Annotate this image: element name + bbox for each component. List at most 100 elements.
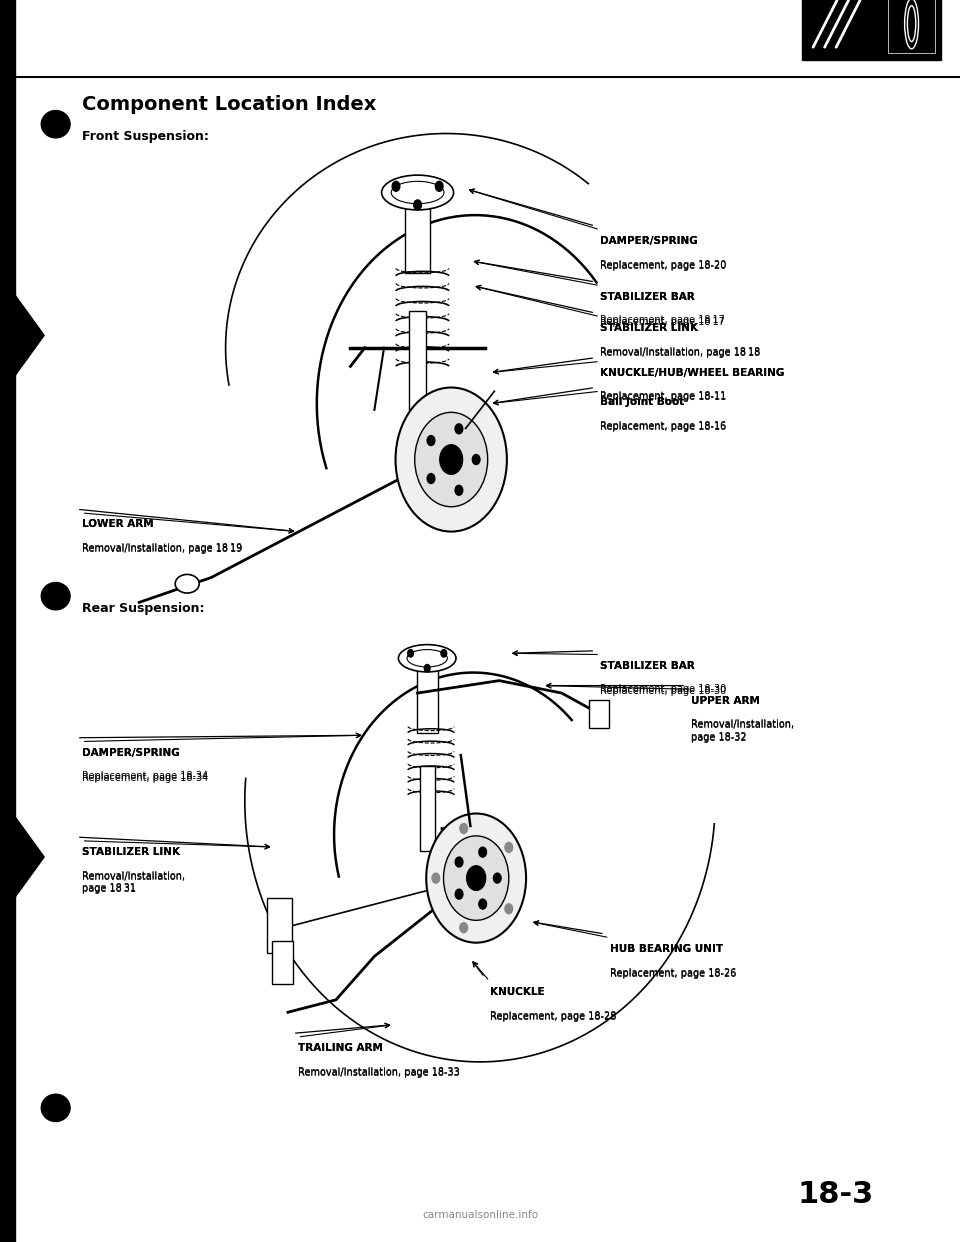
Ellipse shape (41, 111, 70, 138)
FancyBboxPatch shape (420, 766, 435, 851)
Ellipse shape (392, 181, 444, 204)
Circle shape (493, 873, 501, 883)
Text: DAMPER/SPRING: DAMPER/SPRING (600, 236, 698, 246)
Text: Replacement, page 18-30: Replacement, page 18-30 (600, 684, 727, 694)
Polygon shape (15, 817, 44, 897)
Bar (0, 0, 15, 1242)
Circle shape (444, 836, 509, 920)
Ellipse shape (41, 582, 70, 610)
Text: Removal/Installation, page 18-33: Removal/Installation, page 18-33 (298, 1067, 459, 1077)
Text: Ball Joint Boot: Ball Joint Boot (600, 397, 684, 407)
Circle shape (396, 388, 507, 532)
Ellipse shape (382, 175, 454, 210)
Text: TRAILING ARM: TRAILING ARM (298, 1043, 382, 1053)
Text: Removal/Installation,
page 18 31: Removal/Installation, page 18 31 (82, 871, 184, 893)
Text: Replacement, page 18-26: Replacement, page 18-26 (610, 969, 736, 979)
Ellipse shape (41, 1094, 70, 1122)
Circle shape (467, 866, 486, 891)
Bar (888, 0, 935, 53)
Circle shape (392, 181, 399, 191)
Text: KNUCKLE/HUB/WHEEL BEARING: KNUCKLE/HUB/WHEEL BEARING (600, 368, 784, 378)
Text: STABILIZER BAR: STABILIZER BAR (600, 661, 695, 671)
Text: 18-3: 18-3 (797, 1180, 874, 1210)
Text: Replacement, page 18-16: Replacement, page 18-16 (600, 421, 727, 431)
Text: KNUCKLE/HUB/WHEEL BEARING: KNUCKLE/HUB/WHEEL BEARING (600, 368, 784, 378)
FancyBboxPatch shape (267, 898, 292, 953)
FancyBboxPatch shape (272, 941, 293, 984)
Text: HUB BEARING UNIT: HUB BEARING UNIT (610, 944, 723, 954)
Text: STABILIZER LINK: STABILIZER LINK (600, 323, 698, 333)
Text: Replacement, page 18 17: Replacement, page 18 17 (600, 315, 725, 325)
Text: Front Suspension:: Front Suspension: (82, 130, 208, 143)
Text: Removal/Installation,
page 18-32: Removal/Installation, page 18-32 (691, 720, 794, 743)
Text: Removal/Installation, page 18 19: Removal/Installation, page 18 19 (82, 544, 242, 554)
Text: Replacement, page 18-28: Replacement, page 18-28 (490, 1012, 616, 1022)
Circle shape (424, 664, 430, 672)
Text: LOWER ARM: LOWER ARM (82, 519, 154, 529)
Text: Replacement, page 18-11: Replacement, page 18-11 (600, 391, 727, 401)
Text: UPPER ARM: UPPER ARM (691, 696, 760, 705)
Circle shape (440, 445, 463, 474)
Text: Ball Joint Boot: Ball Joint Boot (600, 397, 684, 407)
Text: KNUCKLE: KNUCKLE (490, 987, 544, 997)
FancyBboxPatch shape (417, 661, 438, 733)
Text: DAMPER/SPRING: DAMPER/SPRING (82, 748, 180, 758)
Text: Replacement, page 18-34: Replacement, page 18-34 (82, 771, 208, 781)
Ellipse shape (407, 650, 447, 667)
Text: HUB BEARING UNIT: HUB BEARING UNIT (610, 944, 723, 954)
Text: Removal/Installation, page 18-33: Removal/Installation, page 18-33 (298, 1068, 459, 1078)
Text: STABILIZER BAR: STABILIZER BAR (600, 661, 695, 671)
Circle shape (455, 424, 463, 433)
Text: Component Location Index: Component Location Index (82, 94, 376, 114)
Text: Rear Suspension:: Rear Suspension: (82, 602, 204, 615)
Circle shape (479, 847, 487, 857)
FancyBboxPatch shape (405, 193, 430, 273)
Text: STABILIZER BAR: STABILIZER BAR (600, 292, 695, 302)
Text: Replacement, page 18-11: Replacement, page 18-11 (600, 392, 727, 402)
Text: STABILIZER LINK: STABILIZER LINK (82, 847, 180, 857)
Circle shape (455, 889, 463, 899)
Text: Removal/Installation, page 18 18: Removal/Installation, page 18 18 (600, 347, 760, 356)
Text: DAMPER/SPRING: DAMPER/SPRING (600, 236, 698, 246)
Circle shape (436, 181, 444, 191)
Polygon shape (442, 820, 509, 919)
Circle shape (427, 473, 435, 483)
Circle shape (441, 650, 446, 657)
Circle shape (505, 904, 513, 914)
Text: Replacement, page 18-26: Replacement, page 18-26 (610, 968, 736, 977)
Circle shape (415, 412, 488, 507)
Ellipse shape (176, 574, 200, 594)
Text: KNUCKLE: KNUCKLE (490, 987, 544, 997)
Circle shape (414, 200, 421, 210)
Circle shape (427, 436, 435, 446)
Text: STABILIZER LINK: STABILIZER LINK (600, 323, 698, 333)
Text: Replacement, page 18-16: Replacement, page 18-16 (600, 422, 727, 432)
Circle shape (479, 899, 487, 909)
Text: Replacement, page 18-34: Replacement, page 18-34 (82, 773, 208, 782)
Text: Replacement, page 18-30: Replacement, page 18-30 (600, 686, 727, 696)
Circle shape (460, 823, 468, 833)
Circle shape (455, 857, 463, 867)
Text: DAMPER/SPRING: DAMPER/SPRING (82, 748, 180, 758)
Bar (802, 0, 941, 60)
Text: STABILIZER LINK: STABILIZER LINK (82, 847, 180, 857)
Text: STABILIZER BAR: STABILIZER BAR (600, 292, 695, 302)
Circle shape (408, 650, 414, 657)
Text: Removal/Installation, page 18 18: Removal/Installation, page 18 18 (600, 348, 760, 358)
Text: carmanualsonline.info: carmanualsonline.info (422, 1210, 538, 1220)
Text: Removal/Installation,
page 18-32: Removal/Installation, page 18-32 (691, 719, 794, 741)
Circle shape (455, 486, 463, 496)
Text: Replacement, page 18 17: Replacement, page 18 17 (600, 317, 725, 327)
Text: Replacement, page 18-20: Replacement, page 18-20 (600, 261, 727, 271)
Circle shape (505, 842, 513, 852)
Polygon shape (408, 404, 485, 503)
Text: TRAILING ARM: TRAILING ARM (298, 1043, 382, 1053)
Bar (806, 0, 883, 53)
Text: Removal/Installation, page 18 19: Removal/Installation, page 18 19 (82, 543, 242, 553)
Circle shape (426, 814, 526, 943)
Ellipse shape (398, 645, 456, 672)
Text: UPPER ARM: UPPER ARM (691, 696, 760, 705)
Circle shape (432, 873, 440, 883)
Circle shape (460, 923, 468, 933)
Text: Replacement, page 18-28: Replacement, page 18-28 (490, 1011, 616, 1021)
